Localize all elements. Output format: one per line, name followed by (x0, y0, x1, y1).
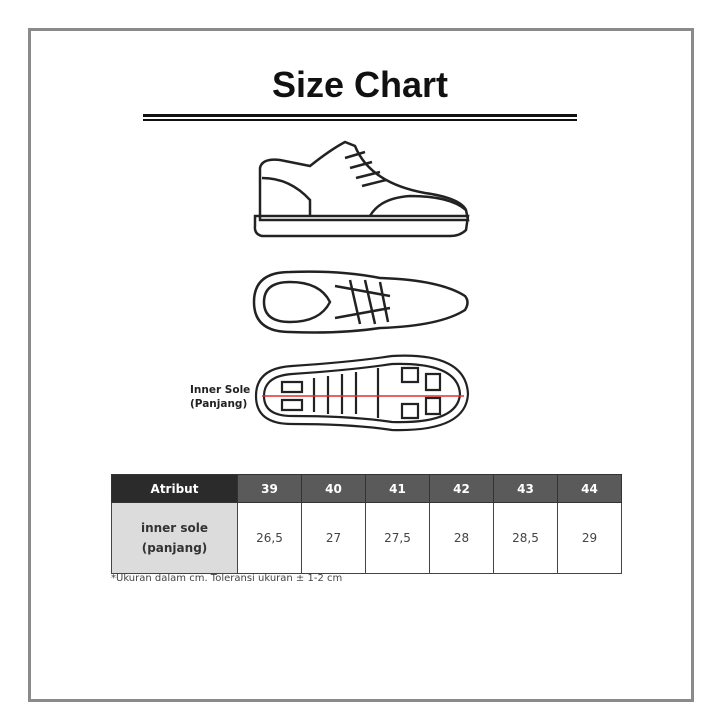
header-attribute: Atribut (111, 474, 238, 503)
header-size: 42 (429, 474, 494, 503)
shoe-sole-illustration (254, 354, 470, 432)
title-divider (143, 114, 577, 117)
inner-sole-label-line2: (Panjang) (190, 398, 248, 410)
page-title: Size Chart (271, 64, 449, 105)
shoe-side-view-illustration (253, 140, 470, 238)
row-label-line2: (panjang) (141, 541, 208, 555)
row-label-line1: inner sole (140, 521, 209, 535)
table-row: inner sole (panjang) 26,5 27 27,5 28 28,… (111, 502, 622, 574)
tolerance-note: *Ukuran dalam cm. Toleransi ukuran ± 1-2… (111, 573, 343, 584)
header-size: 40 (301, 474, 366, 503)
header-size: 39 (237, 474, 302, 503)
table-cell: 28,5 (493, 502, 558, 574)
table-cell: 26,5 (237, 502, 302, 574)
header-size: 44 (557, 474, 622, 503)
page-frame (28, 28, 694, 702)
table-cell: 27,5 (365, 502, 430, 574)
inner-sole-label: Inner Sole (Panjang) (190, 383, 250, 411)
table-header-row: Atribut 39 40 41 42 43 44 (111, 474, 622, 503)
table-cell: 27 (301, 502, 366, 574)
table-cell: 29 (557, 502, 622, 574)
row-label: inner sole (panjang) (111, 502, 238, 574)
header-size: 41 (365, 474, 430, 503)
title-divider-thin (143, 119, 577, 121)
header-size: 43 (493, 474, 558, 503)
size-table: Atribut 39 40 41 42 43 44 inner sole (pa… (111, 474, 622, 574)
inner-sole-label-line1: Inner Sole (190, 384, 251, 396)
table-cell: 28 (429, 502, 494, 574)
shoe-top-view-illustration (252, 270, 469, 334)
